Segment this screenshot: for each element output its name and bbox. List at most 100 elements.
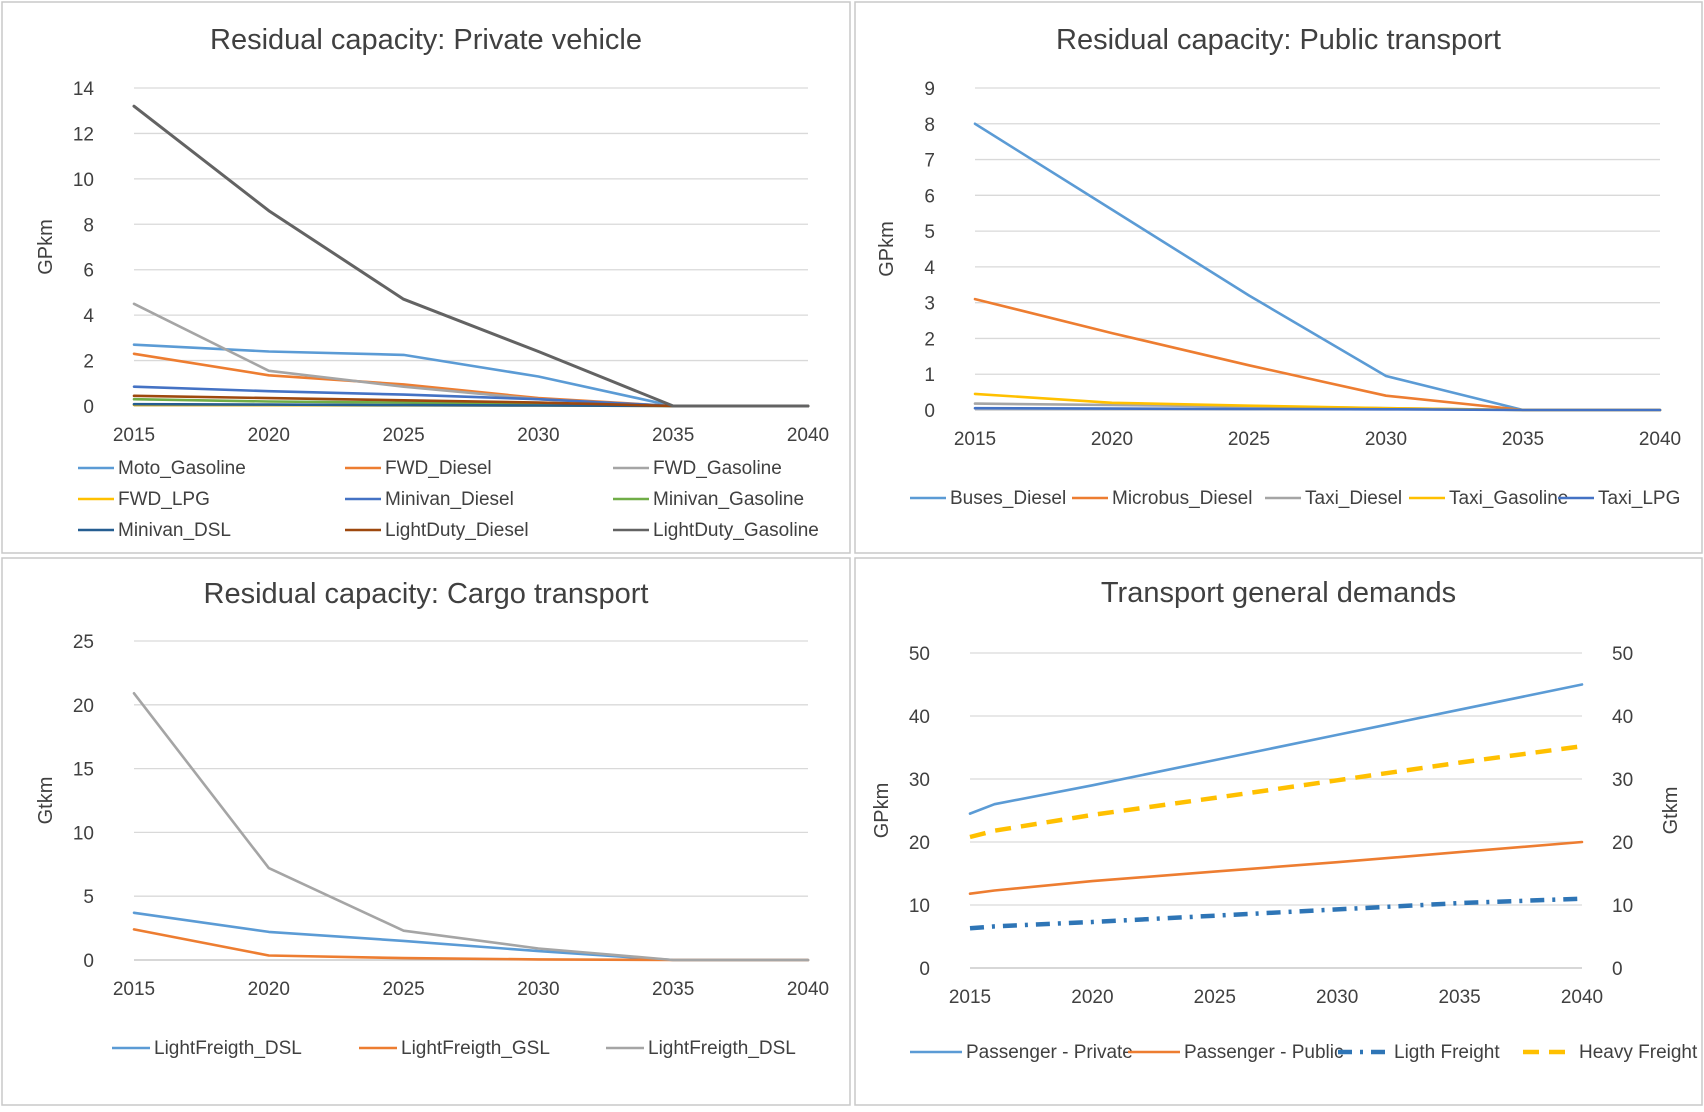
chart-panel-2: Residual capacity: Public transport 0 1 2 3 4… [854,1,1703,554]
y-tick-label: 0 [83,951,94,972]
chart-frame [1,557,851,1106]
x-tick-label: 2040 [1561,987,1603,1008]
y-tick-label: 4 [924,258,935,279]
legend-label: Passenger - Private [966,1042,1133,1063]
x-tick-label: 2015 [113,979,155,1000]
x-tick-label: 2035 [652,979,694,1000]
y-right-tick-label: 30 [1612,770,1633,791]
y-tick-label: 2 [83,352,94,373]
x-tick-label: 2025 [382,979,424,1000]
y-tick-label: 12 [73,124,94,145]
y-tick-label: 10 [73,823,94,844]
x-tick-label: 2030 [1365,429,1407,450]
x-tick-label: 2020 [248,425,290,446]
y-right-tick-label: 20 [1612,833,1633,854]
y-tick-label: 14 [73,79,95,100]
y-tick-label: 8 [83,215,94,236]
x-tick-label: 2030 [517,425,559,446]
legend-label: Minivan_Gasoline [653,489,804,510]
x-tick-label: 2040 [1639,429,1681,450]
y-tick-label: 20 [73,696,94,717]
chart-frame [854,1,1703,554]
x-tick-label: 2015 [954,429,996,450]
x-tick-label: 2030 [517,979,559,1000]
x-tick-label: 2025 [382,425,424,446]
y-tick-label: 1 [924,365,935,386]
chart-frame [854,557,1703,1106]
legend-label: LightDuty_Diesel [385,520,529,541]
y-tick-label: 6 [924,186,935,207]
y-right-tick-label: 40 [1612,707,1633,728]
legend-label: Taxi_LPG [1598,488,1680,509]
legend-label: LightFreigth_DSL [154,1038,302,1059]
y-right-tick-label: 0 [1612,959,1623,980]
y-tick-label: 25 [73,632,94,653]
series-line-lightfreigth-dsl [132,691,810,962]
legend-label: FWD_Gasoline [653,458,782,479]
y-tick-label: 20 [909,833,930,854]
legend-label: Minivan_Diesel [385,489,514,510]
chart-panel-1: Residual capacity: Private vehicle 0 2 4 6 8 1… [1,1,851,554]
x-tick-label: 2030 [1316,987,1358,1008]
y-tick-label: 10 [909,896,930,917]
y-tick-label: 5 [924,222,935,243]
x-tick-label: 2035 [1438,987,1480,1008]
y-tick-label: 40 [909,707,930,728]
legend-label: Passenger - Public [1184,1042,1343,1063]
y-tick-label: 7 [924,151,935,172]
y-tick-label: 8 [924,115,935,136]
series-line-taxi-lpg [973,406,1662,412]
legend-label: Ligth Freight [1394,1042,1500,1063]
y-tick-label: 2 [924,329,935,350]
x-tick-label: 2025 [1228,429,1270,450]
x-tick-label: 2035 [1502,429,1544,450]
legend-label: Heavy Freight [1579,1042,1698,1063]
y-axis-label: GPkm [876,221,898,277]
x-tick-label: 2040 [787,425,829,446]
y-tick-label: 15 [73,760,94,781]
y-right-axis-label: Gtkm [1660,787,1682,835]
y-tick-label: 30 [909,770,930,791]
legend-label: FWD_Diesel [385,458,492,479]
y-tick-label: 9 [924,79,935,100]
chart-panel-3: Residual capacity: Cargo transport 0 5 10 15… [1,557,851,1106]
x-tick-label: 2035 [652,425,694,446]
y-axis-label: GPkm [871,783,893,839]
y-axis-label: Gtkm [35,777,57,825]
series-line-passenger-public [968,840,1584,896]
legend-label: Buses_Diesel [950,488,1066,509]
y-tick-label: 6 [83,261,94,282]
x-tick-label: 2040 [787,979,829,1000]
legend-label: Minivan_DSL [118,520,231,541]
series-line-heavy-freight [969,743,1583,840]
y-tick-label: 0 [83,397,94,418]
x-tick-label: 2015 [113,425,155,446]
x-tick-label: 2020 [248,979,290,1000]
y-axis-label: GPkm [35,219,57,275]
chart-title: Residual capacity: Cargo transport [204,578,649,610]
chart-title: Transport general demands [1101,577,1456,609]
x-tick-label: 2025 [1194,987,1236,1008]
y-tick-label: 0 [924,401,935,422]
x-tick-label: 2020 [1071,987,1113,1008]
y-tick-label: 5 [83,887,94,908]
y-right-tick-label: 50 [1612,644,1633,665]
legend-label: LightFreigth_DSL [648,1038,796,1059]
chart-title: Residual capacity: Private vehicle [210,24,642,56]
y-tick-label: 50 [909,644,930,665]
legend-label: Taxi_Diesel [1305,488,1402,509]
legend-label: Taxi_Gasoline [1449,488,1568,509]
y-right-tick-label: 10 [1612,896,1633,917]
x-tick-label: 2015 [949,987,991,1008]
y-tick-label: 3 [924,294,935,315]
chart-panel-4: Transport general demands010203040500102… [854,557,1703,1106]
y-tick-label: 0 [919,959,930,980]
y-tick-label: 4 [83,306,94,327]
y-tick-label: 10 [73,170,94,191]
series-line-lightduty-gasoline [132,104,810,408]
x-tick-label: 2020 [1091,429,1133,450]
chart-frame [1,1,851,554]
legend-label: LightFreigth_GSL [401,1038,550,1059]
